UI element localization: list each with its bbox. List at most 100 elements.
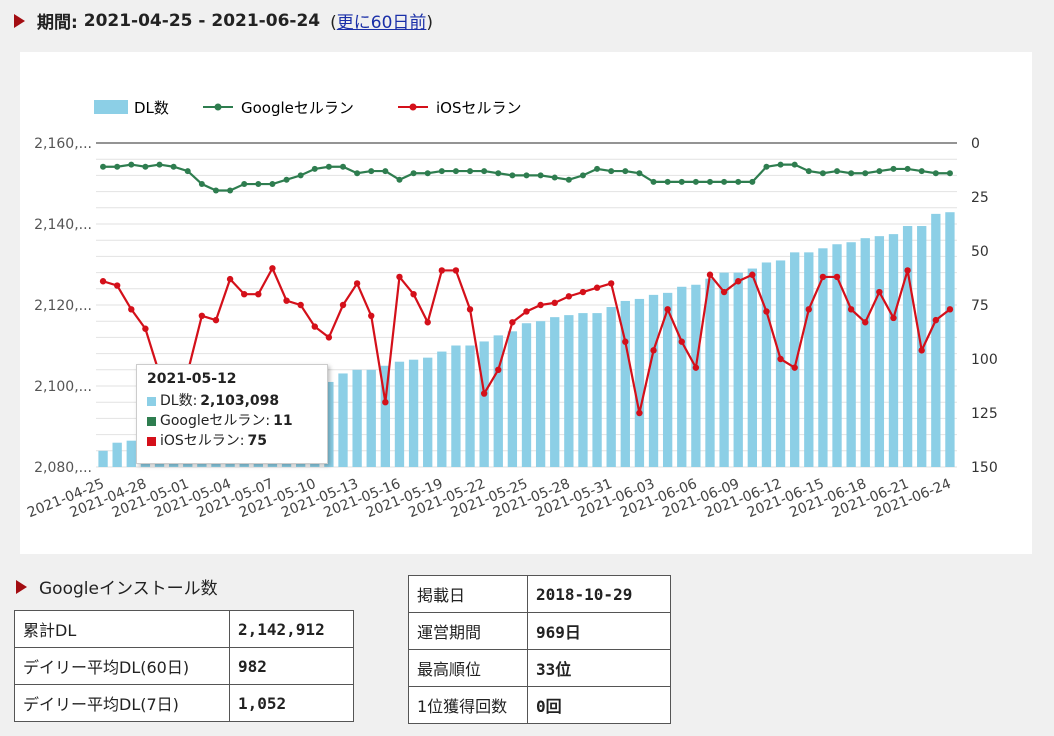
dl-bar bbox=[775, 260, 786, 467]
right-axis-tick-label: 50 bbox=[971, 244, 989, 260]
dl-bar bbox=[846, 242, 856, 467]
legend-ios-marker bbox=[409, 103, 417, 111]
period-range: 2021-04-25 - 2021-06-24 bbox=[83, 10, 321, 31]
ios-rank-point bbox=[353, 280, 361, 287]
table-row: 最高順位 33位 bbox=[408, 649, 671, 687]
ios-rank-point bbox=[438, 267, 446, 274]
ios-rank-point bbox=[876, 288, 883, 296]
dl-bar bbox=[507, 331, 518, 467]
ios-rank-point bbox=[847, 306, 855, 313]
ios-rank-point bbox=[918, 347, 925, 354]
stat-label: デイリー平均DL(7日) bbox=[14, 684, 230, 722]
google-rank-point bbox=[791, 161, 798, 168]
dl-bar bbox=[366, 369, 376, 467]
dl-bar bbox=[126, 440, 136, 467]
google-rank-point bbox=[706, 178, 713, 185]
ios-rank-point bbox=[480, 390, 488, 397]
ios-rank-point bbox=[735, 278, 742, 285]
ios-rank-point bbox=[819, 273, 827, 281]
previous-60-days-link[interactable]: 更に60日前 bbox=[336, 13, 427, 33]
dl-bar bbox=[691, 284, 701, 467]
dl-bar bbox=[902, 226, 913, 467]
google-rank-point bbox=[382, 168, 389, 175]
triangle-marker-icon bbox=[14, 13, 25, 28]
google-rank-point bbox=[114, 163, 121, 170]
ios-rank-point bbox=[636, 409, 643, 417]
google-rank-point bbox=[509, 172, 516, 179]
dl-bar bbox=[423, 357, 433, 467]
stat-value: 1,052 bbox=[229, 684, 354, 722]
google-rank-point bbox=[227, 187, 234, 194]
table-row: デイリー平均DL(60日) 982 bbox=[14, 647, 354, 685]
tooltip-dl-value: 2,103,098 bbox=[200, 393, 280, 409]
dl-bar bbox=[451, 345, 461, 467]
table-row: 掲載日 2018-10-29 bbox=[408, 575, 671, 613]
ios-rank-point bbox=[622, 338, 629, 345]
ios-rank-point bbox=[113, 282, 121, 289]
ios-rank-point bbox=[805, 306, 812, 313]
app-info-table: 掲載日 2018-10-29 運営期間 969日 最高順位 33位 1位獲得回数 0回 bbox=[408, 575, 671, 724]
ios-rank-point bbox=[664, 306, 671, 313]
ios-rank-point bbox=[650, 347, 657, 354]
ios-rank-point bbox=[720, 288, 728, 296]
info-label: 運営期間 bbox=[408, 612, 528, 650]
dl-bar bbox=[945, 212, 955, 467]
google-rank-point bbox=[481, 168, 488, 175]
ios-rank-point bbox=[198, 312, 206, 319]
right-axis-tick-label: 0 bbox=[971, 136, 980, 152]
dl-bar bbox=[550, 317, 560, 467]
google-rank-point bbox=[862, 170, 869, 177]
ios-rank-point bbox=[593, 284, 601, 291]
google-rank-point bbox=[890, 165, 897, 172]
right-axis-tick-label: 150 bbox=[971, 460, 998, 476]
dl-bar bbox=[394, 361, 405, 467]
google-installs-table: 累計DL 2,142,912 デイリー平均DL(60日) 982 デイリー平均DL(… bbox=[14, 610, 354, 722]
ios-rank-point bbox=[932, 316, 940, 324]
google-rank-point bbox=[721, 178, 728, 185]
tooltip-dl-label: DL数: bbox=[160, 393, 198, 409]
ios-rank-point bbox=[339, 301, 347, 309]
dl-bar bbox=[719, 272, 729, 467]
tooltip-dl-swatch bbox=[147, 396, 156, 406]
legend-dl-label[interactable]: DL数 bbox=[134, 99, 169, 117]
dl-bar bbox=[761, 262, 772, 467]
google-rank-point bbox=[650, 178, 657, 185]
dl-bar bbox=[860, 238, 870, 467]
dl-bar bbox=[747, 268, 757, 467]
table-row: 1位獲得回数 0回 bbox=[408, 686, 671, 724]
chart-tooltip: 2021-05-12 DL数: 2,103,098 Googleセルラン: 11 i… bbox=[136, 364, 328, 464]
dl-bar bbox=[408, 359, 419, 467]
ios-rank-point bbox=[692, 364, 700, 371]
ios-rank-point bbox=[382, 399, 389, 406]
google-rank-point bbox=[495, 170, 502, 177]
dl-bar bbox=[888, 234, 899, 467]
google-rank-point bbox=[523, 172, 530, 179]
dl-bar bbox=[733, 272, 743, 467]
ios-rank-point bbox=[255, 291, 262, 298]
dl-bar bbox=[606, 307, 616, 467]
legend-google-marker bbox=[214, 103, 222, 111]
google-rank-point bbox=[142, 163, 149, 170]
dl-bar bbox=[112, 442, 122, 467]
dl-bar bbox=[352, 369, 362, 467]
legend-google-label[interactable]: Googleセルラン bbox=[241, 99, 354, 117]
dl-bar bbox=[790, 252, 800, 467]
dl-bar bbox=[380, 365, 391, 467]
google-rank-point bbox=[255, 181, 262, 188]
chart-legend: DL数 Googleセルラン iOSセルラン bbox=[94, 99, 522, 117]
legend-ios-label[interactable]: iOSセルラン bbox=[436, 99, 522, 117]
ios-rank-point bbox=[678, 338, 685, 345]
google-rank-point bbox=[198, 181, 205, 188]
info-label: 掲載日 bbox=[408, 575, 528, 613]
ios-rank-point bbox=[565, 293, 573, 300]
dl-bar bbox=[804, 252, 814, 467]
ios-rank-point bbox=[537, 301, 544, 309]
ios-rank-point bbox=[396, 273, 403, 281]
tooltip-google-label: Googleセルラン: bbox=[160, 413, 271, 429]
table-row: デイリー平均DL(7日) 1,052 bbox=[14, 684, 354, 722]
period-label: 期間: bbox=[37, 13, 78, 33]
dl-bar bbox=[521, 323, 532, 467]
stat-value: 2,142,912 bbox=[229, 610, 354, 648]
period-header: 期間: 2021-04-25 - 2021-06-24 (更に60日前) bbox=[14, 8, 433, 33]
tooltip-dl-row: DL数: 2,103,098 bbox=[147, 391, 317, 411]
